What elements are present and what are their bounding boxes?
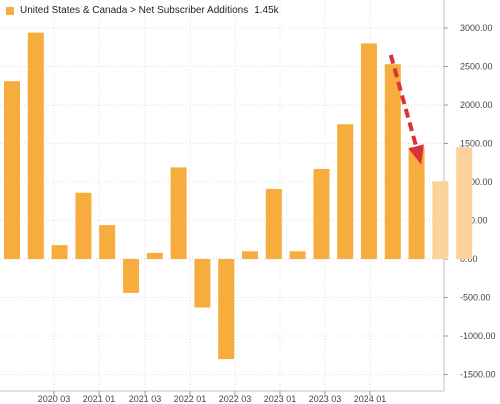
legend-label: United States & Canada > Net Subscriber … [20,5,249,16]
bar [337,124,354,259]
bar [384,64,401,259]
x-tick-label: 2023 01 [264,394,297,404]
bar [4,81,20,259]
bar [170,167,187,259]
y-tick-label: -500.00 [460,293,491,303]
bar [99,225,116,259]
x-tick-label: 2022 03 [219,394,252,404]
annotation-arrow-head [408,144,424,165]
bar [123,259,139,293]
x-tick-label: 2022 01 [174,394,207,404]
y-tick-label: 3000.00 [460,23,493,33]
x-tick-label: 2021 01 [83,394,116,404]
y-tick-label: 2000.00 [460,100,493,110]
y-tick-label: 1000.00 [460,177,493,187]
x-tick-label: 2023 03 [309,394,342,404]
legend: United States & Canada > Net Subscriber … [6,5,279,16]
y-tick-label: -1000.00 [460,331,496,341]
y-tick-label: 2500.00 [460,62,493,72]
y-tick-label: -1500.00 [460,370,496,380]
bar [361,43,377,260]
bar [408,147,425,259]
bar [242,251,258,259]
bar-faded [456,147,473,259]
x-tick-label: 2024 01 [354,394,387,404]
legend-value: 1.45k [254,5,279,16]
bar [194,259,211,308]
bar [51,245,68,259]
bar [313,168,330,259]
bar [146,252,163,259]
annotation-arrow-line [388,54,422,160]
bar [27,32,44,260]
bar [265,188,282,259]
bar-faded [432,181,449,259]
y-tick-label: 500.00 [460,216,488,226]
y-tick-label: 1500.00 [460,139,493,149]
legend-swatch [6,6,14,15]
bar [289,251,306,259]
bar [218,259,235,360]
bar [75,192,92,259]
x-tick-label: 2021 03 [129,394,162,404]
x-tick-label: 2020 03 [38,394,71,404]
